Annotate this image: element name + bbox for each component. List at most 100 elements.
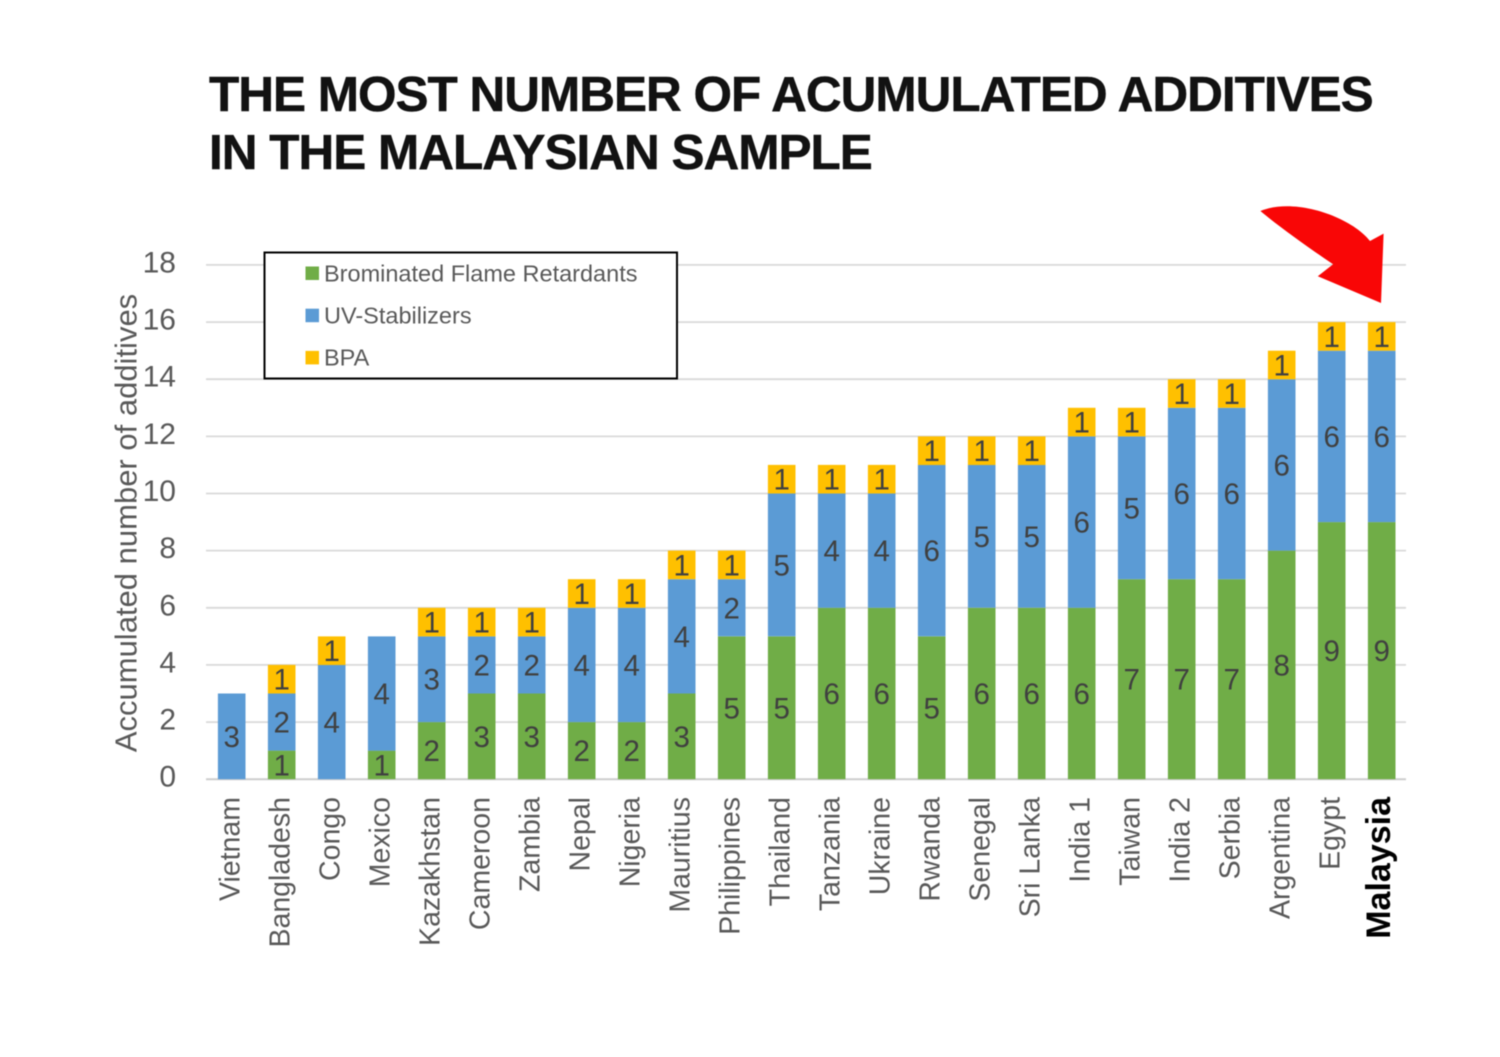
svg-text:2: 2: [723, 592, 739, 625]
svg-text:Ukraine: Ukraine: [865, 797, 897, 895]
svg-text:4: 4: [623, 649, 639, 682]
svg-text:6: 6: [1223, 478, 1239, 511]
svg-text:3: 3: [223, 721, 239, 754]
svg-text:Vietnam: Vietnam: [215, 797, 247, 901]
svg-text:Accumulated number of additive: Accumulated number of additives: [109, 294, 144, 752]
svg-text:2: 2: [623, 735, 639, 768]
svg-text:India 2: India 2: [1165, 797, 1197, 883]
svg-text:1: 1: [1323, 321, 1339, 354]
svg-text:14: 14: [143, 361, 176, 394]
svg-text:12: 12: [143, 418, 176, 451]
svg-text:5: 5: [723, 692, 739, 725]
svg-text:5: 5: [773, 692, 789, 725]
svg-text:3: 3: [473, 721, 489, 754]
svg-text:1: 1: [923, 435, 939, 468]
svg-text:5: 5: [923, 692, 939, 725]
svg-text:1: 1: [473, 607, 489, 640]
svg-text:4: 4: [673, 621, 689, 654]
svg-text:Egypt: Egypt: [1315, 797, 1347, 870]
svg-text:9: 9: [1323, 635, 1339, 668]
svg-text:THE MOST NUMBER OF ACUMULATED: THE MOST NUMBER OF ACUMULATED ADDITIVES: [209, 67, 1373, 122]
svg-text:6: 6: [923, 535, 939, 568]
svg-text:1: 1: [273, 664, 289, 697]
svg-text:7: 7: [1123, 664, 1139, 697]
svg-text:UV-Stabilizers: UV-Stabilizers: [324, 303, 472, 329]
svg-text:1: 1: [1023, 435, 1039, 468]
svg-text:1: 1: [323, 635, 339, 668]
svg-text:6: 6: [1073, 678, 1089, 711]
svg-text:Taiwan: Taiwan: [1115, 797, 1147, 886]
svg-text:4: 4: [573, 649, 589, 682]
svg-text:1: 1: [1373, 321, 1389, 354]
svg-text:2: 2: [523, 649, 539, 682]
svg-text:8: 8: [159, 532, 176, 565]
svg-text:5: 5: [1123, 492, 1139, 525]
svg-text:6: 6: [973, 678, 989, 711]
svg-text:1: 1: [1273, 349, 1289, 382]
svg-text:1: 1: [273, 749, 289, 782]
svg-text:4: 4: [873, 535, 889, 568]
svg-text:0: 0: [159, 761, 176, 794]
svg-text:4: 4: [373, 678, 389, 711]
svg-text:Rwanda: Rwanda: [915, 797, 947, 902]
svg-text:Senegal: Senegal: [965, 797, 997, 902]
svg-text:4: 4: [159, 646, 176, 679]
svg-text:6: 6: [873, 678, 889, 711]
svg-text:1: 1: [1073, 407, 1089, 440]
svg-text:4: 4: [823, 535, 839, 568]
svg-text:Philippines: Philippines: [715, 797, 747, 935]
svg-text:Kazakhstan: Kazakhstan: [415, 797, 447, 946]
svg-text:6: 6: [1073, 507, 1089, 540]
svg-text:Congo: Congo: [315, 797, 347, 881]
svg-text:BPA: BPA: [324, 345, 370, 371]
svg-text:5: 5: [1023, 521, 1039, 554]
svg-text:1: 1: [773, 464, 789, 497]
svg-text:18: 18: [143, 246, 176, 279]
svg-text:7: 7: [1223, 664, 1239, 697]
svg-text:2: 2: [473, 649, 489, 682]
svg-text:1: 1: [723, 549, 739, 582]
svg-text:Malaysia: Malaysia: [1360, 796, 1398, 939]
svg-text:Sri Lanka: Sri Lanka: [1015, 797, 1047, 918]
svg-text:Thailand: Thailand: [765, 797, 797, 906]
svg-text:2: 2: [159, 704, 176, 737]
svg-text:Argentina: Argentina: [1265, 797, 1297, 919]
svg-text:6: 6: [1323, 421, 1339, 454]
svg-text:2: 2: [423, 735, 439, 768]
svg-text:India 1: India 1: [1065, 797, 1097, 883]
svg-text:IN THE MALAYSIAN SAMPLE: IN THE MALAYSIAN SAMPLE: [209, 125, 872, 180]
svg-text:6: 6: [1173, 478, 1189, 511]
svg-text:3: 3: [673, 721, 689, 754]
svg-text:Zambia: Zambia: [515, 797, 547, 892]
svg-text:5: 5: [773, 549, 789, 582]
svg-text:1: 1: [423, 607, 439, 640]
svg-text:10: 10: [143, 475, 176, 508]
svg-text:Cameroon: Cameroon: [465, 797, 497, 930]
svg-text:Mauritius: Mauritius: [665, 797, 697, 913]
svg-text:1: 1: [373, 749, 389, 782]
svg-text:Nepal: Nepal: [565, 797, 597, 871]
svg-text:6: 6: [1273, 449, 1289, 482]
svg-text:6: 6: [1023, 678, 1039, 711]
svg-text:2: 2: [273, 707, 289, 740]
svg-text:5: 5: [973, 521, 989, 554]
svg-text:6: 6: [823, 678, 839, 711]
svg-text:2: 2: [573, 735, 589, 768]
svg-text:9: 9: [1373, 635, 1389, 668]
svg-text:6: 6: [159, 589, 176, 622]
svg-text:6: 6: [1373, 421, 1389, 454]
svg-text:8: 8: [1273, 649, 1289, 682]
svg-text:4: 4: [323, 707, 339, 740]
svg-text:Bangladesh: Bangladesh: [265, 797, 297, 948]
svg-text:3: 3: [423, 664, 439, 697]
svg-text:1: 1: [823, 464, 839, 497]
svg-text:1: 1: [673, 549, 689, 582]
svg-text:Serbia: Serbia: [1215, 797, 1247, 880]
svg-text:1: 1: [1173, 378, 1189, 411]
svg-text:Tanzania: Tanzania: [815, 797, 847, 911]
svg-text:1: 1: [623, 578, 639, 611]
svg-text:Mexico: Mexico: [365, 797, 397, 887]
svg-text:Nigeria: Nigeria: [615, 797, 647, 887]
svg-text:1: 1: [1123, 407, 1139, 440]
svg-text:1: 1: [973, 435, 989, 468]
